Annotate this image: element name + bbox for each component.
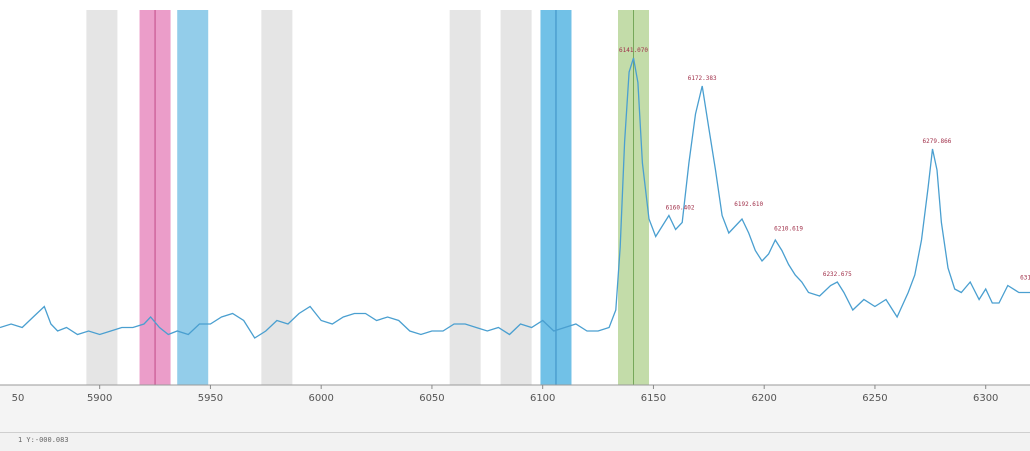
highlight-band — [86, 10, 118, 385]
highlight-band — [177, 10, 209, 385]
peak-label: 6210.619 — [774, 226, 803, 233]
highlight-band — [500, 10, 532, 385]
x-tick-label: 5950 — [198, 393, 223, 404]
peak-label: 631 — [1020, 275, 1030, 282]
peak-label: 6279.866 — [923, 138, 952, 145]
highlight-band — [449, 10, 481, 385]
highlight-band — [261, 10, 293, 385]
peak-label: 6141.070 — [619, 47, 648, 54]
x-tick-label: 6250 — [862, 393, 887, 404]
x-tick-label: 6100 — [530, 393, 555, 404]
spectrum-plot[interactable]: 6141.070 6172.383 6160.402 6192.610 6210.619… — [0, 0, 1030, 432]
x-tick-label: 6200 — [751, 393, 776, 404]
status-bar: 1 Y:-000.083 — [0, 432, 1030, 451]
x-tick-label: 5900 — [87, 393, 112, 404]
x-tick-label: 50 — [12, 393, 25, 404]
cursor-readout: 1 Y:-000.083 — [18, 436, 69, 444]
x-tick-label: 6000 — [308, 393, 333, 404]
peak-label: 6160.402 — [666, 205, 695, 212]
x-tick-label: 6300 — [973, 393, 998, 404]
spectrum-line — [0, 57, 1030, 339]
peak-label: 6192.610 — [734, 201, 763, 208]
x-axis-band — [0, 385, 1030, 432]
x-tick-label: 6150 — [641, 393, 666, 404]
peak-label: 6232.675 — [823, 271, 852, 278]
x-tick-label: 6050 — [419, 393, 444, 404]
peak-label: 6172.383 — [688, 75, 717, 82]
